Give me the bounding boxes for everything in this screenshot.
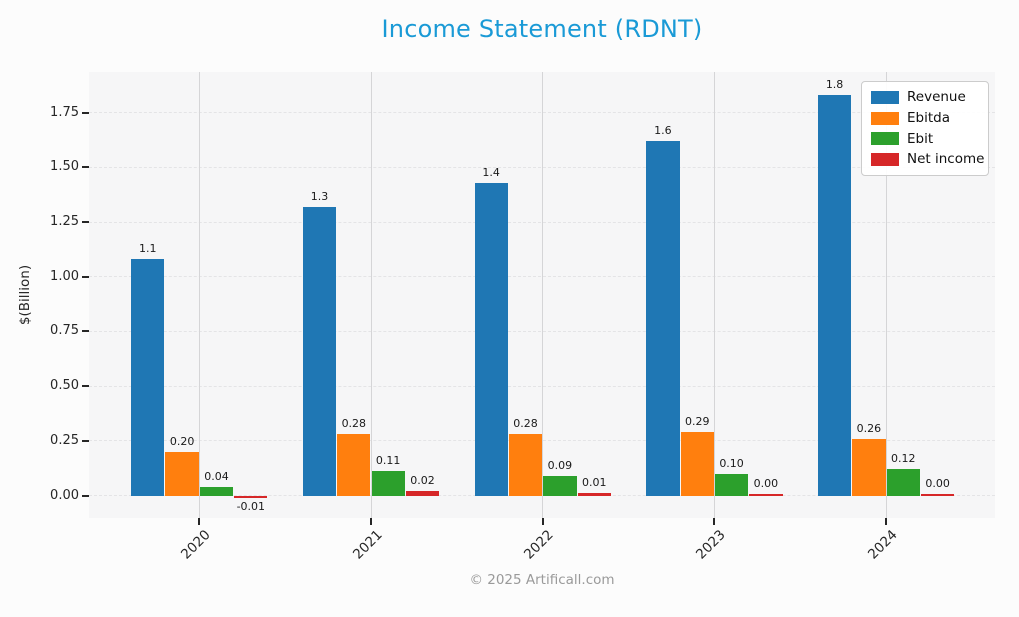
legend-label: Net income (907, 151, 985, 168)
bar-value-label: 0.00 (753, 477, 779, 490)
horizontal-gridline (89, 495, 995, 496)
bar-revenue-2022 (474, 182, 508, 496)
plot-area: 1.1 1.3 1.4 1.6 1.8 0.20 0.28 0.28 0.29 0.26 0.04 0… (89, 72, 995, 518)
bar-ebit-2023 (714, 473, 749, 496)
bar-revenue-2021 (302, 206, 337, 496)
bar-value-label: 0.20 (169, 434, 195, 448)
y-tick-label: 1.75 (50, 104, 79, 120)
y-tick-label: 1.00 (50, 268, 79, 284)
x-tick-label: 2024 (864, 527, 901, 563)
bar-value-label: 1.1 (139, 242, 157, 256)
bar-revenue-2024 (817, 95, 852, 496)
y-tick-mark (82, 111, 89, 114)
y-tick-label: 1.50 (50, 159, 79, 175)
y-tick-mark (82, 166, 89, 169)
y-tick-mark (82, 385, 89, 388)
legend-swatch-ebit (871, 132, 899, 146)
x-tick-mark (370, 518, 372, 525)
footer-copyright: © 2025 Artificall.com (469, 572, 615, 588)
x-tick-mark (198, 518, 201, 525)
bar-value-label: 1.3 (310, 189, 329, 203)
bar-ebitda-2023 (680, 432, 714, 496)
bar-value-label: 0.28 (513, 417, 538, 431)
bar-value-label: 1.6 (654, 124, 672, 138)
legend-label: Ebitda (907, 110, 950, 127)
bar-value-label: 0.04 (204, 469, 229, 483)
bar-ebitda-2022 (508, 434, 543, 496)
bar-net-income-2024 (920, 494, 955, 496)
legend: Revenue Ebitda Ebit Net income (861, 81, 989, 176)
y-tick-label: 0.00 (50, 487, 79, 503)
chart-title: Income Statement (RDNT) (381, 15, 703, 43)
horizontal-gridline (89, 276, 995, 278)
y-tick-label: 1.25 (50, 214, 79, 230)
bar-value-label: 0.12 (891, 452, 916, 466)
bar-net-income-2020 (234, 495, 268, 498)
bar-net-income-2022 (577, 493, 611, 496)
legend-item: Ebitda (871, 108, 979, 129)
bar-value-label: 0.09 (547, 458, 573, 472)
bar-value-label: 0.26 (856, 421, 882, 435)
bar-ebitda-2024 (852, 438, 886, 496)
y-tick-mark (82, 439, 89, 442)
bar-value-label: 0.10 (719, 456, 744, 470)
bar-ebit-2024 (886, 469, 920, 496)
bar-value-label: 0.28 (341, 417, 367, 431)
bar-value-label: -0.01 (236, 499, 266, 513)
horizontal-gridline (89, 221, 995, 223)
bar-ebit-2020 (199, 486, 234, 496)
bar-ebitda-2020 (165, 451, 199, 496)
bar-value-label: 0.02 (410, 474, 435, 488)
legend-label: Ebit (907, 130, 934, 147)
horizontal-gridline (89, 330, 995, 332)
vertical-gridline (370, 72, 372, 518)
bar-revenue-2020 (131, 259, 165, 496)
y-axis-label: $(Billion) (17, 264, 33, 326)
legend-item: Revenue (871, 87, 979, 108)
bar-value-label: 1.8 (825, 78, 844, 92)
x-tick-mark (885, 518, 888, 525)
bar-ebit-2021 (371, 471, 405, 496)
legend-swatch-revenue (871, 90, 899, 104)
horizontal-gridline (89, 385, 995, 387)
bar-value-label: 1.4 (482, 165, 500, 179)
x-tick-label: 2021 (349, 527, 386, 563)
bar-value-label: 0.01 (581, 476, 607, 490)
bar-ebit-2022 (543, 475, 577, 496)
y-tick-mark (82, 221, 89, 224)
vertical-gridline (542, 72, 544, 518)
legend-swatch-ebitda (871, 111, 899, 125)
vertical-gridline (198, 72, 200, 518)
bar-net-income-2021 (405, 491, 440, 496)
y-tick-label: 0.75 (50, 323, 79, 339)
y-tick-label: 0.50 (50, 378, 79, 394)
vertical-gridline (713, 72, 715, 518)
x-tick-label: 2023 (693, 527, 729, 563)
x-tick-mark (541, 518, 544, 525)
y-tick-mark (82, 275, 89, 278)
bar-value-label: 0.00 (925, 477, 950, 490)
legend-item: Ebit (871, 128, 979, 149)
legend-item: Net income (871, 149, 984, 170)
y-tick-mark (82, 330, 89, 333)
vertical-gridline (885, 72, 887, 518)
x-tick-mark (713, 518, 716, 525)
bar-value-label: 0.29 (684, 415, 710, 429)
x-tick-label: 2020 (178, 527, 214, 563)
y-tick-mark (82, 494, 89, 497)
bar-value-label: 0.11 (375, 454, 401, 468)
bar-ebitda-2021 (337, 434, 371, 496)
y-tick-label: 0.25 (50, 432, 79, 448)
horizontal-gridline (89, 166, 995, 168)
legend-label: Revenue (907, 89, 966, 106)
bar-revenue-2023 (646, 141, 680, 496)
legend-swatch-net-income (871, 152, 899, 166)
bar-net-income-2023 (749, 494, 783, 496)
horizontal-gridline (89, 112, 995, 114)
x-tick-label: 2022 (521, 527, 558, 563)
